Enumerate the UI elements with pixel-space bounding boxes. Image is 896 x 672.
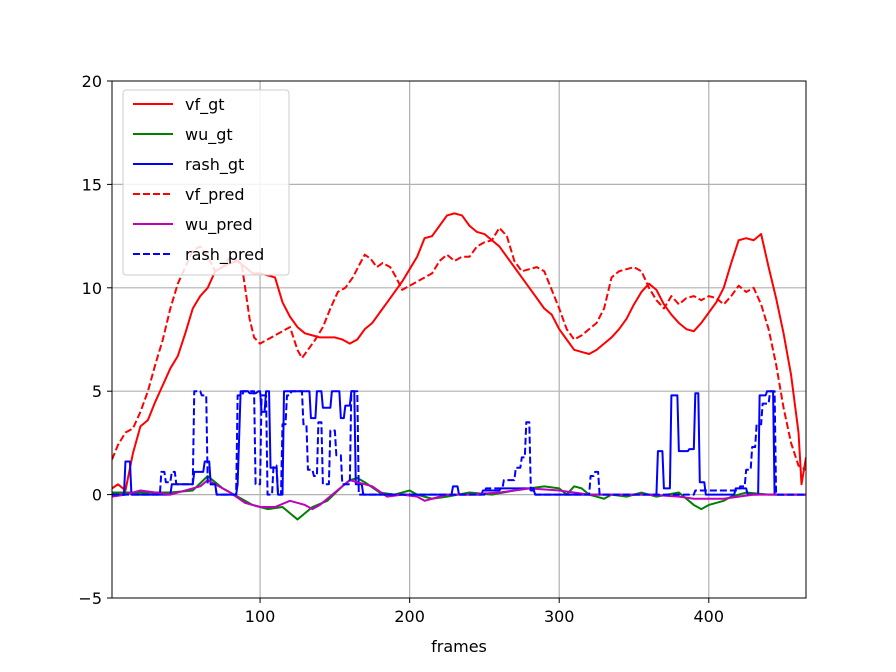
legend: vf_gt wu_gt rash_gt vf_pred wu_pred rash_pred <box>122 89 290 276</box>
y-tick-label: 20 <box>82 72 102 91</box>
series-line-rash-gt <box>112 390 806 496</box>
series-line-wu-pred <box>112 479 806 511</box>
legend-label-vf-pred: vf_pred <box>185 185 244 205</box>
y-tick-label: 15 <box>82 175 102 194</box>
legend-label-rash-gt: rash_gt <box>185 155 244 175</box>
x-tick-label: 400 <box>694 607 725 626</box>
x-axis-label: frames <box>431 637 487 656</box>
series-layer <box>112 212 806 521</box>
legend-label-wu-gt: wu_gt <box>185 125 233 145</box>
series-line-vf-pred <box>112 226 806 471</box>
y-tick-label: 10 <box>82 279 102 298</box>
x-tick-label: 100 <box>245 607 276 626</box>
legend-label-vf-gt: vf_gt <box>185 95 225 115</box>
plot-frame <box>111 80 807 599</box>
y-tick-label: 0 <box>92 486 102 505</box>
legend-label-wu-pred: wu_pred <box>185 215 253 235</box>
y-tick-label: −5 <box>78 589 102 608</box>
axis-ticks: 100 200 300 400 −5 0 5 10 15 20 <box>78 72 724 626</box>
legend-box <box>122 89 290 276</box>
series-line-rash-pred <box>112 390 806 496</box>
x-tick-label: 200 <box>394 607 425 626</box>
y-tick-label: 5 <box>92 382 102 401</box>
legend-label-rash-pred: rash_pred <box>185 245 264 265</box>
x-tick-label: 300 <box>544 607 575 626</box>
